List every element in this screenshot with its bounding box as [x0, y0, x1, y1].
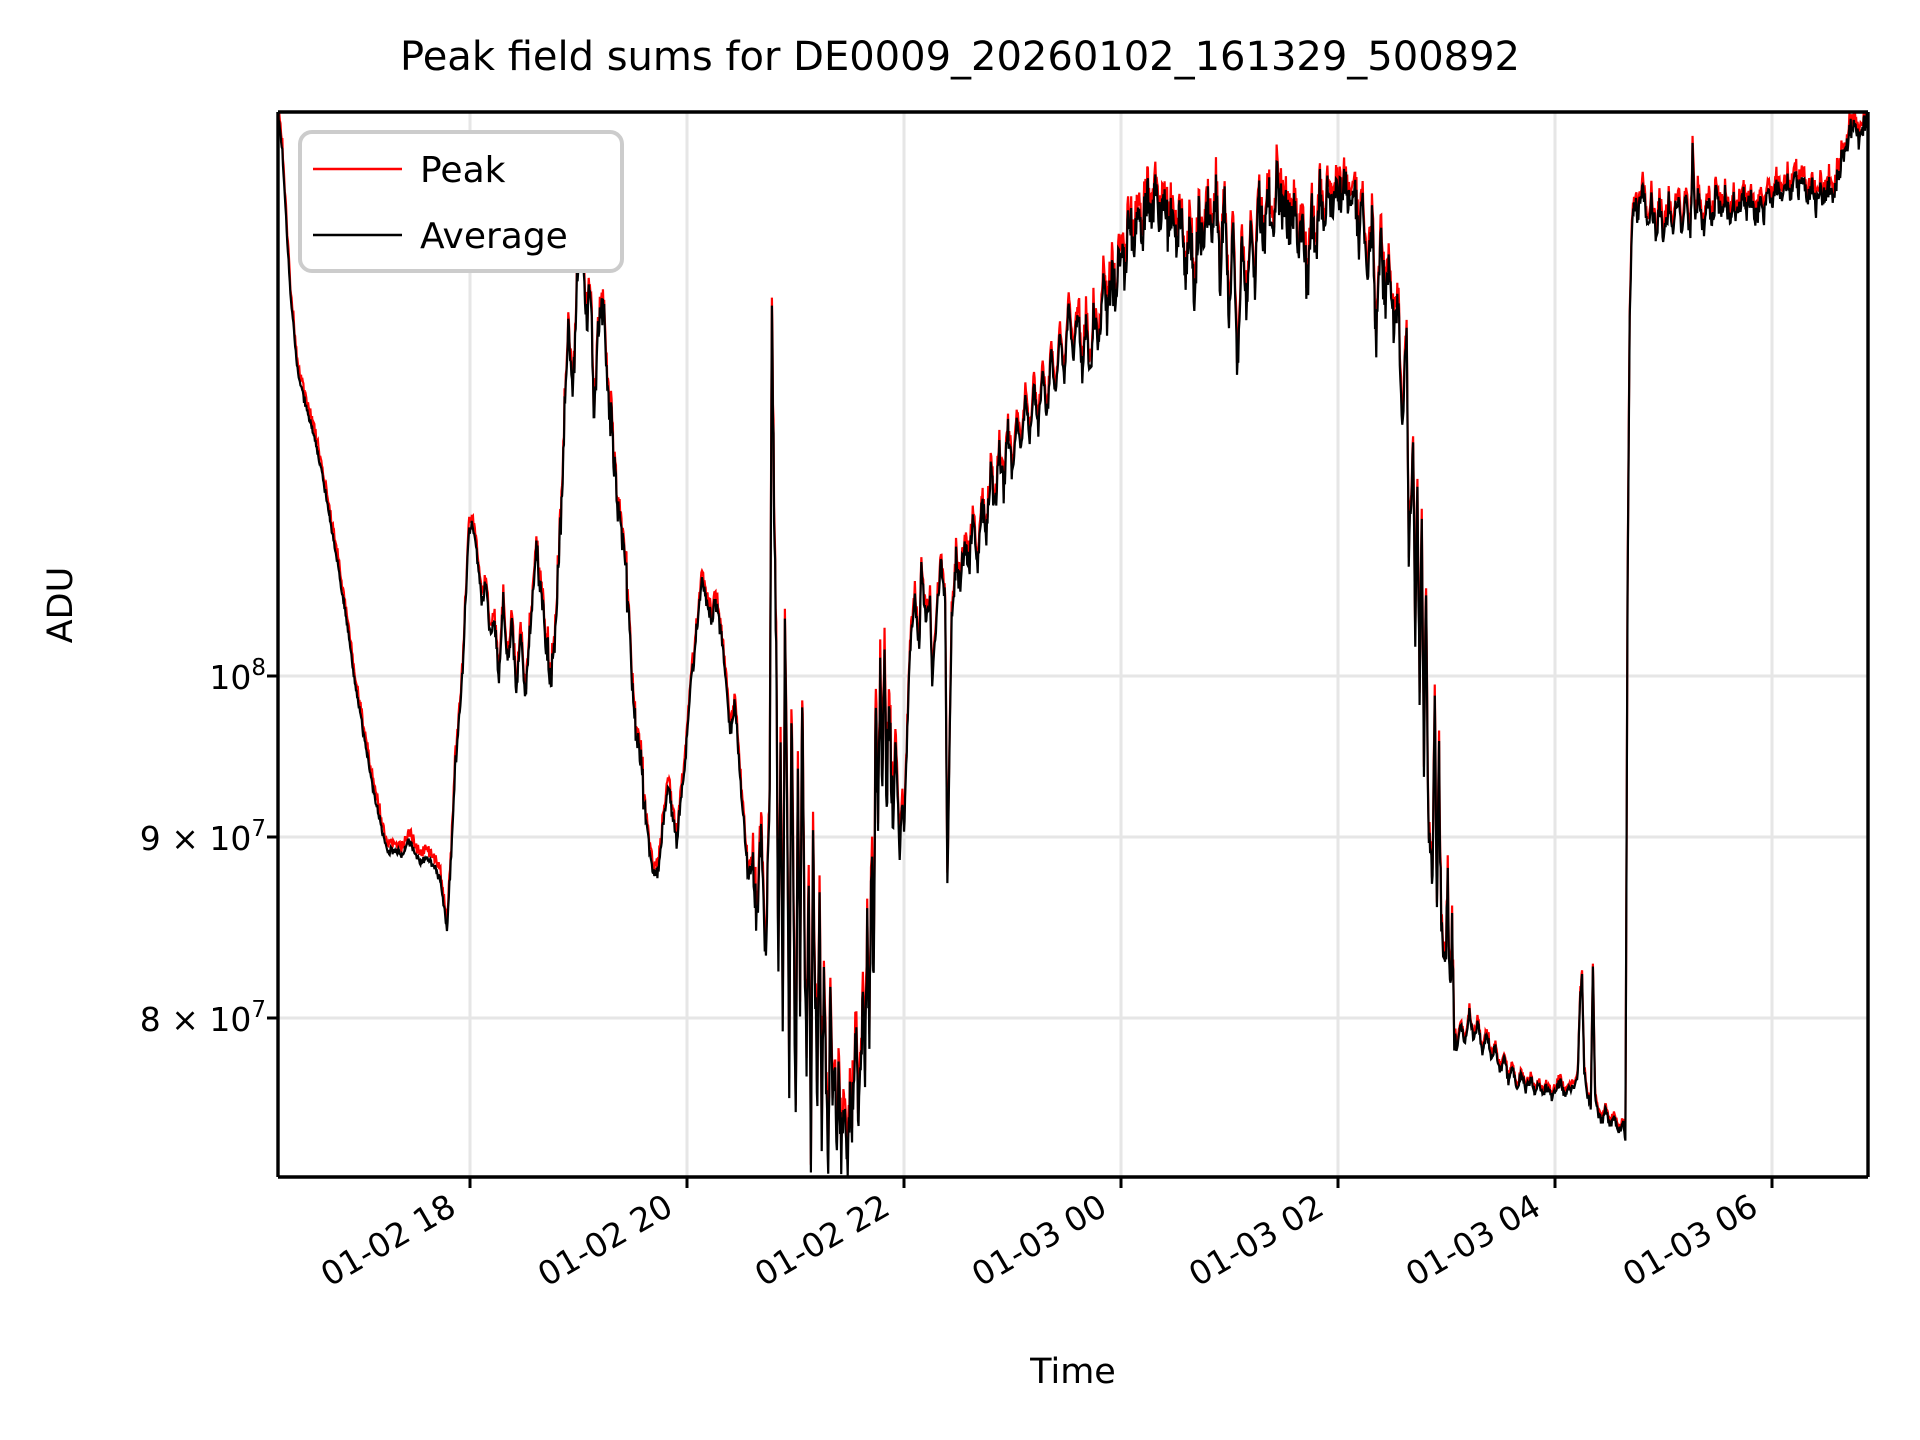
legend-label-average: Average	[420, 216, 568, 257]
x-tick-label: 01-02 20	[531, 1186, 679, 1294]
y-tick-labels: 108 9 × 107 8 × 107	[140, 655, 266, 1039]
legend-label-peak: Peak	[420, 150, 506, 191]
grid-lines	[278, 112, 1868, 1177]
y-tick-label: 8 × 107	[140, 997, 266, 1039]
axes-spines	[276, 110, 1870, 1179]
x-tick-label: 01-02 22	[748, 1186, 896, 1294]
y-tick-label: 108	[209, 655, 266, 697]
x-tick-label: 01-03 04	[1399, 1186, 1547, 1294]
y-axis-label: ADU	[41, 567, 81, 644]
data-series-group	[278, 112, 1868, 1177]
x-tick-label: 01-02 18	[314, 1186, 462, 1294]
series-line-average	[278, 112, 1868, 1177]
x-tick-label: 01-03 02	[1182, 1186, 1330, 1294]
legend[interactable]: Peak Average	[298, 130, 624, 273]
tick-marks	[267, 674, 1774, 1188]
plot-background	[278, 112, 1868, 1177]
x-tick-labels: 01-02 18 01-02 20 01-02 22 01-03 00 01-03 02…	[314, 1186, 1764, 1294]
x-tick-label: 01-03 00	[965, 1186, 1113, 1294]
x-tick-label: 01-03 06	[1616, 1186, 1764, 1294]
chart-title: Peak field sums for DE0009_20260102_1613…	[400, 34, 1520, 80]
y-tick-label: 9 × 107	[140, 816, 266, 858]
x-axis-label: Time	[1029, 1352, 1116, 1392]
